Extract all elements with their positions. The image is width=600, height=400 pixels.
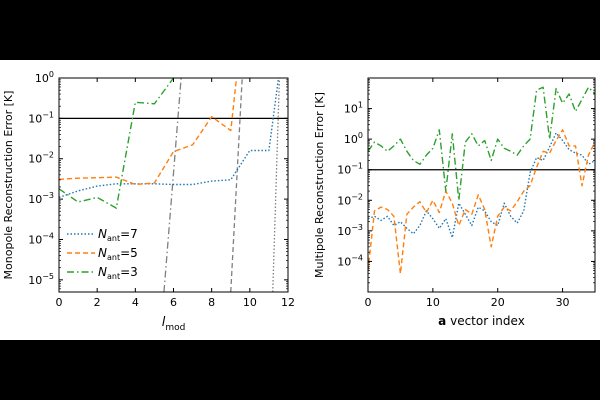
y-tick-label: 10−2 [28, 151, 54, 166]
x-tick-label: 2 [94, 296, 101, 309]
x-tick-label: 6 [170, 296, 177, 309]
monopole-y-axis-label: Monopole Reconstruction Error [K] [2, 91, 15, 280]
y-tick-label: 10−4 [337, 253, 363, 268]
legend-label-n3: Nant=3 [98, 265, 138, 281]
x-tick-label: 0 [365, 296, 372, 309]
series-line-n5 [59, 78, 238, 186]
monopole-plot-area [59, 78, 288, 292]
monopole-ticks: 0 2 4 6 8 10 12 10−5 10−4 10−3 10−2 10−1 100 [28, 70, 295, 309]
y-tick-label: 10−4 [28, 231, 54, 246]
y-tick-label: 10−3 [28, 191, 54, 206]
series-line-n3 [59, 78, 175, 209]
multipole-x-axis-label: a vector index [438, 314, 525, 328]
x-tick-label: 12 [281, 296, 295, 309]
y-tick-label: 10−1 [337, 162, 363, 177]
multipole-x-axis-label-text: vector index [446, 314, 525, 328]
y-tick-label: 10−1 [28, 110, 54, 125]
monopole-error-chart: 0 2 4 6 8 10 12 10−5 10−4 10−3 10−2 10−1 100 Monopol… [2, 70, 295, 333]
multipole-ticks: 0 10 20 30 10−4 10−3 10−2 10−1 100 101 [337, 78, 595, 309]
monopole-x-axis-label-subscript: mod [165, 323, 185, 333]
y-tick-label: 100 [344, 131, 363, 146]
y-tick-label: 101 [344, 101, 363, 116]
y-tick-label: 10−2 [337, 192, 363, 207]
monopole-x-axis-label: lmod [162, 315, 186, 333]
x-tick-label: 10 [426, 296, 440, 309]
monopole-x-axis-label-base: l [162, 315, 166, 330]
multipole-y-axis-label: Multipole Reconstruction Error [K] [313, 92, 326, 278]
x-tick-label: 30 [556, 296, 570, 309]
y-tick-label: 100 [35, 70, 54, 85]
multipole-axes-frame [367, 77, 596, 293]
y-tick-label: 10−5 [28, 272, 54, 287]
x-tick-label: 4 [132, 296, 139, 309]
multipole-x-axis-label-bold: a [438, 314, 446, 328]
series-line-n7 [59, 78, 280, 199]
x-tick-label: 8 [208, 296, 215, 309]
x-tick-label: 0 [56, 296, 63, 309]
figure-background [0, 60, 600, 340]
multipole-plot-area [368, 86, 595, 275]
diagonal-line-3 [272, 78, 281, 292]
monopole-legend: Nant=7 Nant=5 Nant=3 [67, 227, 138, 281]
diagonal-line-2 [230, 78, 243, 292]
series-line-n5 [368, 129, 595, 275]
y-tick-label: 10−3 [337, 223, 363, 238]
multipole-error-chart: 0 10 20 30 10−4 10−3 10−2 10−1 100 101 Multipole … [313, 77, 596, 328]
x-tick-label: 10 [243, 296, 257, 309]
x-tick-label: 20 [491, 296, 505, 309]
legend-label-n5: Nant=5 [98, 246, 138, 262]
diagonal-line-1 [163, 78, 182, 292]
legend-label-n7: Nant=7 [98, 227, 138, 243]
